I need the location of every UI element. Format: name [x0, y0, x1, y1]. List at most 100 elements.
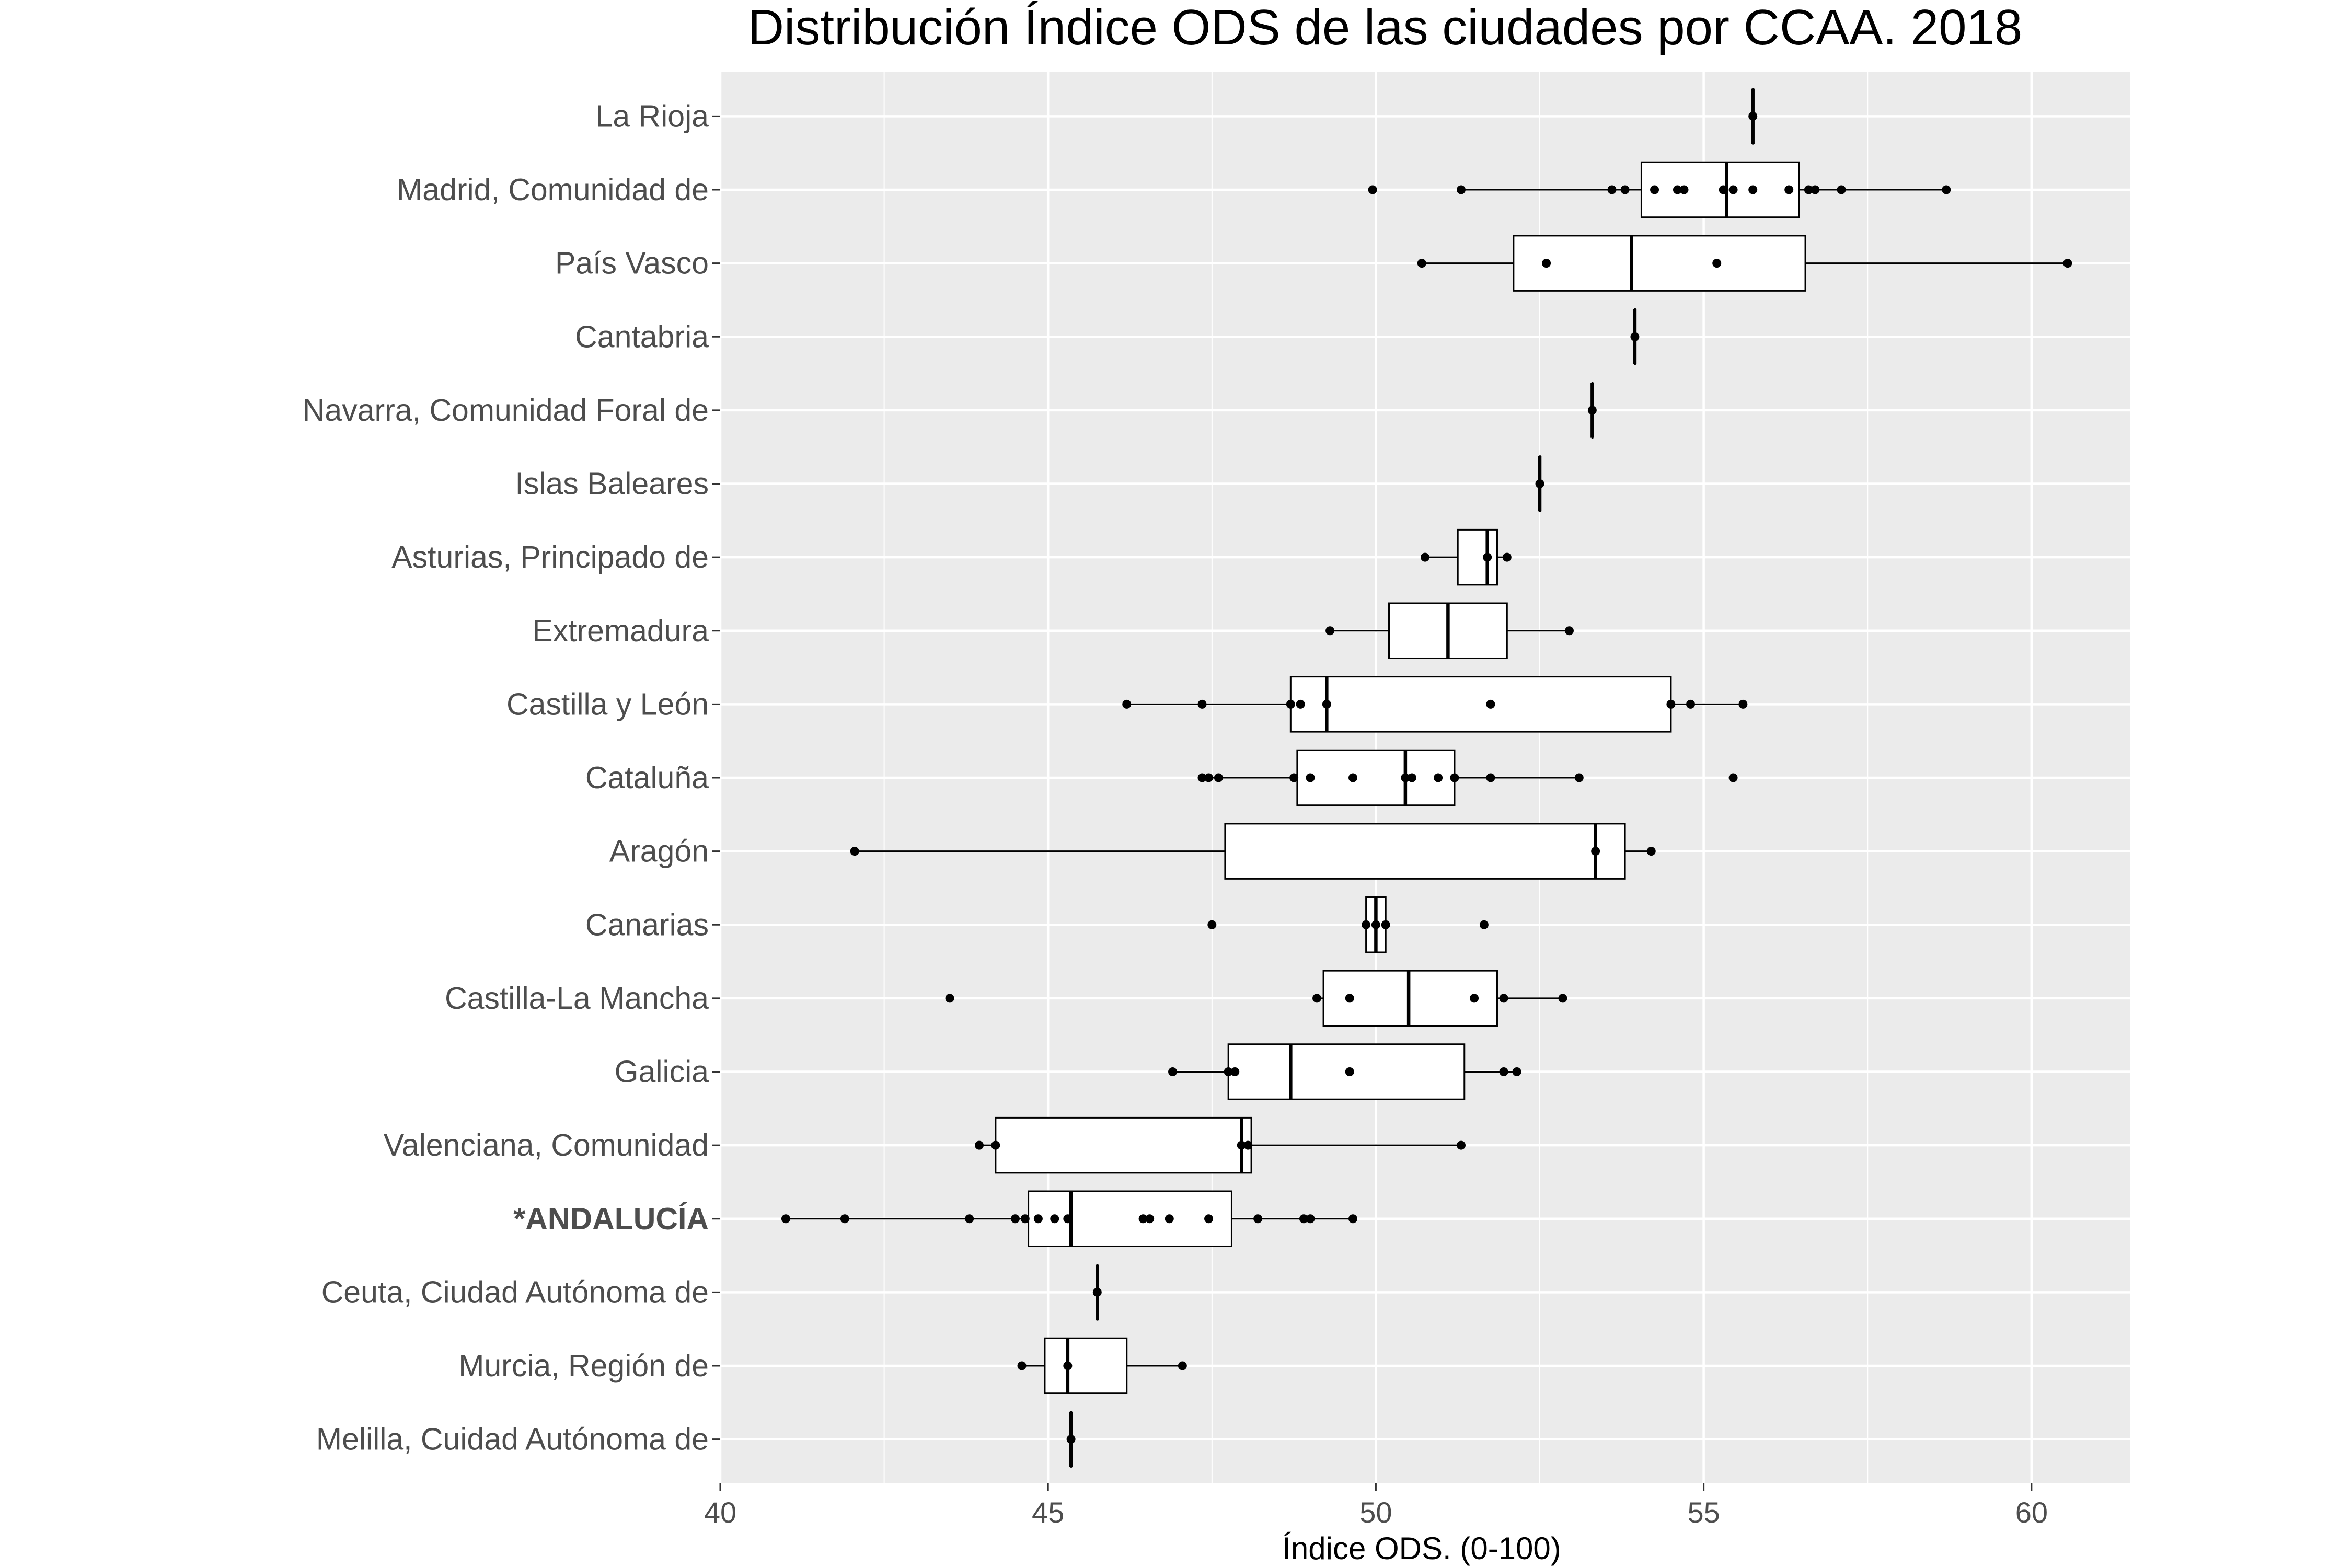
box-group — [1126, 676, 1743, 733]
data-point — [1646, 847, 1656, 856]
data-point — [1197, 699, 1207, 709]
data-point — [1620, 185, 1630, 194]
category-label: Cataluña — [585, 760, 709, 795]
box-iqr — [1224, 823, 1626, 880]
data-point — [974, 1140, 984, 1150]
category-label: Aragón — [609, 834, 709, 869]
data-point — [1092, 1287, 1102, 1297]
data-point — [1237, 1140, 1246, 1150]
category-label: Ceuta, Ciudad Autónoma de — [321, 1275, 709, 1309]
data-point — [1230, 1067, 1240, 1076]
data-point — [1564, 626, 1574, 636]
box-iqr — [1289, 676, 1672, 733]
data-point — [1197, 773, 1207, 782]
points-layer — [781, 111, 2072, 1444]
data-point — [1650, 185, 1659, 194]
category-label: Melilla, Cuidad Autónoma de — [316, 1422, 709, 1457]
category-label: Murcia, Región de — [458, 1348, 709, 1383]
box-iqr — [1513, 235, 1806, 292]
category-label: Cantabria — [575, 319, 709, 354]
data-point — [1574, 773, 1584, 782]
data-point — [1587, 406, 1597, 415]
data-point — [1345, 994, 1354, 1003]
category-label: Islas Baleares — [515, 467, 709, 501]
data-point — [1224, 1067, 1233, 1076]
category-label: Castilla y León — [506, 687, 709, 721]
category-label: *ANDALUCÍA — [513, 1202, 709, 1236]
box-group — [1330, 602, 1570, 659]
data-point — [1325, 626, 1335, 636]
data-point — [1607, 185, 1617, 194]
data-point — [1558, 994, 1567, 1003]
data-point — [1122, 699, 1132, 709]
data-point — [1456, 185, 1466, 194]
data-point — [1306, 1214, 1315, 1224]
data-point — [1289, 773, 1299, 782]
data-point — [1063, 1214, 1073, 1224]
box-group — [1422, 235, 2068, 292]
data-point — [1479, 920, 1489, 929]
data-point — [1296, 699, 1305, 709]
box-iqr — [1028, 1190, 1232, 1247]
category-label: Galicia — [615, 1055, 709, 1089]
data-point — [1033, 1214, 1043, 1224]
category-label: Asturias, Principado de — [391, 540, 709, 574]
box-iqr — [1044, 1337, 1128, 1394]
data-point — [1450, 773, 1459, 782]
data-point — [1666, 699, 1676, 709]
data-point — [1673, 185, 1682, 194]
data-point — [1804, 185, 1813, 194]
data-point — [1470, 994, 1479, 1003]
data-point — [1312, 994, 1322, 1003]
data-point — [1371, 920, 1380, 929]
data-point — [1017, 1361, 1027, 1370]
data-point — [1748, 111, 1758, 121]
data-point — [1145, 1214, 1155, 1224]
data-point — [1322, 699, 1331, 709]
data-point — [1712, 259, 1722, 268]
plot-panel — [719, 72, 2130, 1483]
x-tick-label: 55 — [1687, 1496, 1720, 1529]
data-point — [1483, 552, 1492, 562]
data-point — [1784, 185, 1794, 194]
box-group — [855, 823, 1652, 880]
data-point — [1168, 1067, 1178, 1076]
data-point — [1138, 1214, 1148, 1224]
data-point — [1728, 773, 1738, 782]
data-point — [1204, 1214, 1214, 1224]
data-point — [1456, 1140, 1466, 1150]
data-point — [1499, 994, 1508, 1003]
box-group — [1022, 1337, 1183, 1394]
box-iqr — [995, 1116, 1252, 1174]
category-label: Canarias — [585, 907, 709, 942]
x-tick-label: 45 — [1032, 1496, 1064, 1529]
category-label: País Vasco — [555, 246, 709, 281]
data-point — [991, 1140, 1000, 1150]
data-point — [1417, 259, 1426, 268]
data-point — [1407, 773, 1416, 782]
data-point — [1345, 1067, 1354, 1076]
data-point — [1010, 1214, 1020, 1224]
data-point — [1020, 1214, 1030, 1224]
data-point — [1728, 185, 1738, 194]
box-iqr — [1296, 749, 1456, 806]
data-point — [1063, 1361, 1073, 1370]
data-point — [1050, 1214, 1059, 1224]
data-point — [1837, 185, 1846, 194]
x-tick-label: 60 — [2015, 1496, 2048, 1529]
category-label: Valenciana, Comunidad — [384, 1128, 709, 1162]
data-point — [1434, 773, 1443, 782]
data-point — [1542, 259, 1551, 268]
data-point — [1630, 332, 1640, 341]
value-axis: 40 45 50 55 60 — [704, 1483, 2048, 1529]
data-point — [1486, 773, 1495, 782]
data-point — [850, 847, 859, 856]
data-point — [945, 994, 954, 1003]
category-label: Madrid, Comunidad de — [397, 172, 709, 207]
data-point — [1214, 773, 1223, 782]
data-point — [1499, 1067, 1508, 1076]
data-point — [840, 1214, 849, 1224]
data-point — [1942, 185, 1951, 194]
